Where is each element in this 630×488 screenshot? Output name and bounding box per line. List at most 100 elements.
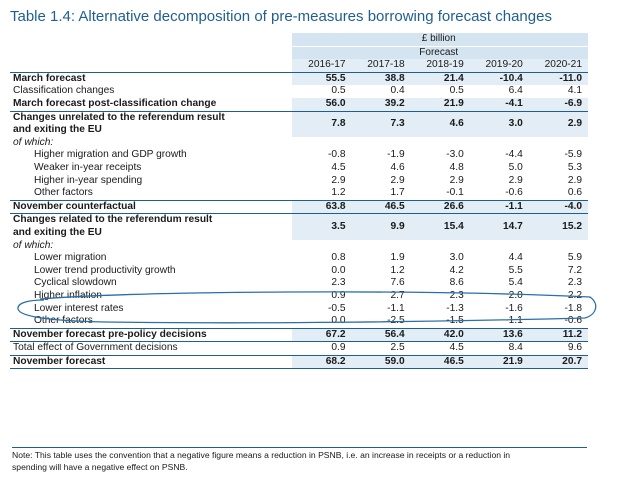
value-cell: 7.8 — [292, 110, 352, 137]
row-label: of which: — [13, 136, 54, 148]
header-blank — [10, 46, 292, 59]
value-cell: 0.9 — [331, 342, 346, 354]
value-cell: 0.6 — [528, 187, 588, 201]
value-cell: 5.0 — [508, 162, 523, 174]
value-cell — [352, 240, 411, 253]
row-label: Changes related to the referendum result… — [10, 213, 293, 240]
value-cell: 21.4 — [410, 71, 470, 86]
value-cell: -1.9 — [387, 149, 405, 161]
table-row: March forecast 55.5 38.8 21.4 -10.4 -11.0 — [10, 71, 588, 86]
value-cell: 4.4 — [508, 252, 523, 264]
table-row: Lower migration 0.8 1.9 3.0 4.4 5.9 — [10, 252, 588, 265]
year-header: 2017-18 — [351, 59, 411, 73]
value-cell: -3.0 — [446, 149, 464, 161]
value-cell: 1.7 — [351, 187, 411, 201]
value-cell: 5.9 — [567, 252, 582, 264]
value-cell: -2.5 — [351, 315, 411, 329]
value-cell: -4.4 — [505, 149, 523, 161]
row-label-line: Changes unrelated to the referendum resu… — [13, 111, 225, 123]
value-cell: 2.3 — [449, 289, 464, 301]
value-cell: 8.6 — [449, 277, 464, 289]
value-cell: 2.3 — [331, 277, 346, 289]
table-row: Other factors 0.0 -2.5 -1.5 -1.1 -0.6 — [10, 315, 588, 329]
value-cell: 68.2 — [292, 354, 352, 370]
table-row: Changes unrelated to the referendum resu… — [10, 110, 588, 137]
value-cell: -1.1 — [469, 315, 529, 329]
value-cell: -5.9 — [564, 149, 582, 161]
value-cell: 20.7 — [528, 354, 588, 370]
value-cell: 1.2 — [292, 187, 352, 201]
value-cell: 4.5 — [449, 342, 464, 354]
table-row: Classification changes 0.5 0.4 0.5 6.4 4.1 — [10, 85, 588, 98]
year-header: 2018-19 — [410, 59, 470, 73]
value-cell: 7.3 — [351, 110, 411, 137]
row-label: Weaker in-year receipts — [34, 162, 142, 174]
value-cell: 2.2 — [567, 289, 582, 301]
value-cell: 5.4 — [508, 277, 523, 289]
value-cell: 2.9 — [390, 174, 405, 186]
value-cell: -1.6 — [505, 302, 523, 314]
value-cell: 38.8 — [351, 71, 411, 86]
year-header: 2019-20 — [469, 59, 529, 73]
value-cell: 55.5 — [292, 71, 352, 86]
value-cell: 21.9 — [469, 354, 529, 370]
row-label: November forecast — [10, 354, 293, 370]
value-cell: 46.5 — [410, 354, 470, 370]
row-label: Lower interest rates — [34, 302, 124, 314]
value-cell: -4.1 — [469, 97, 529, 112]
row-label-line: Changes related to the referendum result — [13, 214, 213, 226]
value-cell — [411, 240, 470, 253]
value-cell: 4.1 — [567, 85, 582, 97]
table-row: Higher migration and GDP growth -0.8 -1.9 -… — [10, 149, 588, 162]
table-row: of which: — [10, 240, 588, 253]
value-cell — [470, 240, 529, 253]
value-cell: 26.6 — [410, 199, 470, 215]
value-cell: 2.9 — [449, 174, 464, 186]
row-label: Higher in-year spending — [34, 174, 143, 186]
row-label: March forecast post-classification chang… — [10, 97, 293, 112]
value-cell: 59.0 — [351, 354, 411, 370]
value-cell: 1.2 — [390, 264, 405, 276]
value-cell: 2.9 — [528, 110, 588, 137]
value-cell: 15.4 — [410, 213, 470, 240]
table-row: Cyclical slowdown 2.3 7.6 8.6 5.4 2.3 — [10, 277, 588, 290]
value-cell: 9.6 — [567, 342, 582, 354]
value-cell: 1.9 — [390, 252, 405, 264]
unit-header: £ billion — [292, 33, 588, 47]
value-cell: 39.2 — [351, 97, 411, 112]
table-row: March forecast post-classification chang… — [10, 97, 588, 112]
value-cell: 5.3 — [567, 162, 582, 174]
value-cell: 21.9 — [410, 97, 470, 112]
value-cell: -1.1 — [469, 199, 529, 215]
value-cell: 2.0 — [508, 289, 523, 301]
row-label: Total effect of Government decisions — [13, 342, 178, 354]
note-line: Note: This table uses the convention tha… — [12, 450, 511, 460]
value-cell: -6.9 — [528, 97, 588, 112]
row-label: November forecast pre-policy decisions — [10, 327, 293, 343]
value-cell: 2.9 — [508, 174, 523, 186]
row-label: Classification changes — [13, 85, 115, 97]
value-cell: -0.8 — [328, 149, 346, 161]
table-row: Lower interest rates -0.5 -1.1 -1.3 -1.6 -1.8 — [10, 302, 588, 315]
row-label: Higher inflation — [34, 289, 102, 301]
table-row: Other factors 1.2 1.7 -0.1 -0.6 0.6 — [10, 187, 588, 201]
note-line: spending will have a negative effect on … — [12, 461, 188, 472]
row-label: Cyclical slowdown — [34, 277, 117, 289]
table-row: Higher in-year spending 2.9 2.9 2.9 2.9 2.9 — [10, 175, 588, 188]
value-cell: 0.4 — [390, 85, 405, 97]
header-blank — [10, 59, 293, 73]
value-cell: 2.3 — [567, 277, 582, 289]
value-cell: 56.4 — [351, 327, 411, 343]
value-cell — [529, 137, 588, 150]
value-cell: 4.8 — [449, 162, 464, 174]
value-cell: 3.0 — [469, 110, 529, 137]
row-label: November counterfactual — [10, 199, 293, 215]
value-cell: -1.3 — [446, 302, 464, 314]
value-cell: 4.6 — [390, 162, 405, 174]
table-row: Weaker in-year receipts 4.5 4.6 4.8 5.0 5.3 — [10, 162, 588, 175]
header-blank — [10, 33, 292, 46]
value-cell: 15.2 — [528, 213, 588, 240]
value-cell: 0.0 — [292, 315, 352, 329]
value-cell — [292, 240, 351, 253]
value-cell: 0.5 — [449, 85, 464, 97]
